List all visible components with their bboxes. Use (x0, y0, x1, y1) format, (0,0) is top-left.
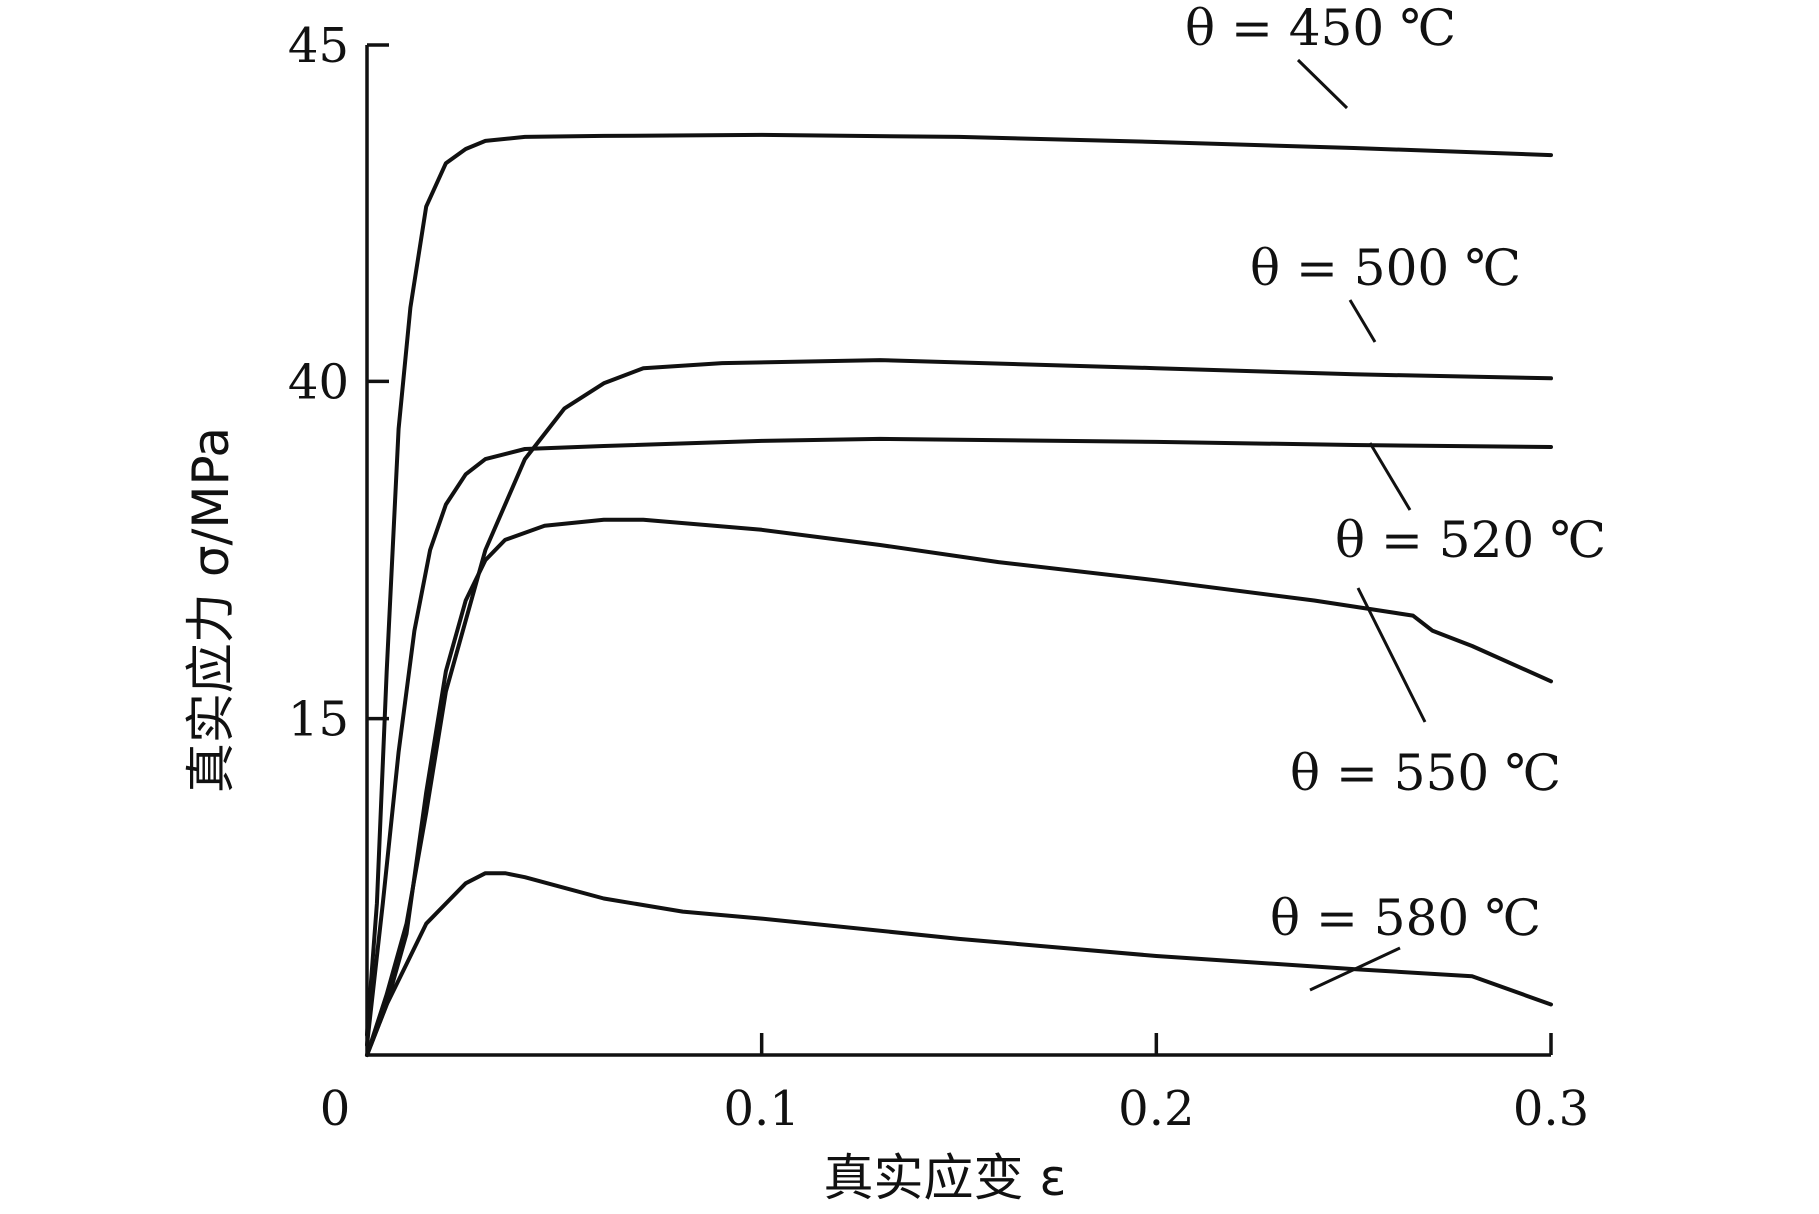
series-line-4 (365, 517, 1553, 1057)
series-leader-line (1296, 58, 1349, 110)
series-label: θ = 520 ℃ (1335, 511, 1606, 569)
x-axis-title: 真实应变 ε (824, 1149, 1067, 1207)
series-leader-line (1368, 442, 1412, 511)
x-tick-label: 0.1 (723, 1081, 799, 1137)
series-label: θ = 550 ℃ (1290, 744, 1561, 802)
series-leader-line (1309, 946, 1401, 992)
x-tick-label: 0.3 (1513, 1081, 1589, 1137)
y-tick-label: 40 (288, 354, 349, 410)
y-tick-label: 15 (288, 692, 349, 748)
series-labels: θ = 450 ℃ θ = 500 ℃ θ = 520 ℃ θ = 550 ℃ θ = … (1185, 0, 1606, 992)
series-label: θ = 580 ℃ (1270, 889, 1541, 947)
y-axis-title: 真实应力 σ/MPa (182, 427, 240, 793)
axes: 0 0.1 0.2 0.3 15 40 45 (288, 18, 1589, 1137)
series-line-3 (365, 436, 1553, 1047)
series-lines (365, 132, 1553, 1057)
series-label: θ = 450 ℃ (1185, 0, 1456, 57)
series-line-5 (365, 871, 1553, 1057)
series-leader-line (1348, 299, 1377, 343)
y-tick-label: 45 (288, 18, 349, 74)
series-leader-line (1356, 587, 1427, 723)
series-line-1 (365, 132, 1553, 1037)
x-tick-label: 0 (320, 1081, 351, 1137)
series-label: θ = 500 ℃ (1250, 239, 1521, 297)
x-tick-label: 0.2 (1118, 1081, 1194, 1137)
series-line-2 (365, 358, 1553, 1057)
